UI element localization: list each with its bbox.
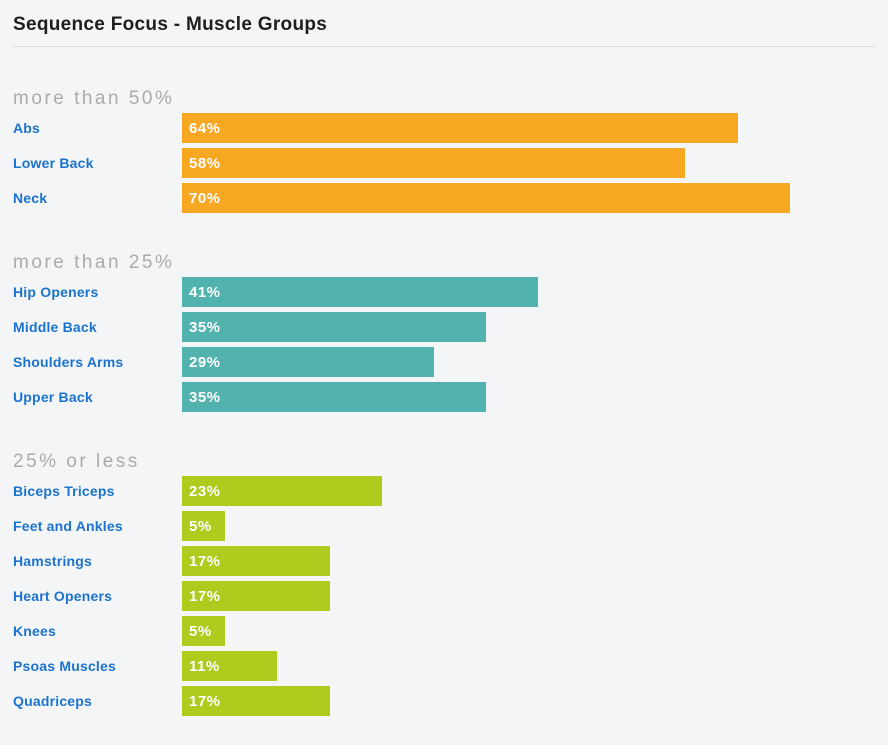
muscle-group-label[interactable]: Abs	[13, 120, 41, 136]
muscle-group-label[interactable]: Neck	[13, 190, 48, 206]
bar: 23%	[182, 476, 382, 506]
bar-row: Shoulders Arms 29%	[13, 347, 875, 377]
bar-track: 11%	[182, 651, 875, 681]
bar: 17%	[182, 546, 330, 576]
bar: 17%	[182, 581, 330, 611]
bar: 5%	[182, 511, 226, 541]
muscle-group-label[interactable]: Psoas Muscles	[13, 658, 116, 674]
bar-value-label: 41%	[189, 283, 221, 301]
bar-track: 17%	[182, 686, 875, 716]
bar: 70%	[182, 183, 790, 213]
bar-group: 25% or less Biceps Triceps 23% Feet and Ank…	[13, 452, 875, 721]
muscle-group-label[interactable]: Knees	[13, 623, 57, 639]
bar-value-label: 11%	[189, 657, 220, 675]
page-title: Sequence Focus - Muscle Groups	[13, 14, 328, 35]
bar: 41%	[182, 277, 538, 307]
bar-value-label: 35%	[189, 388, 221, 406]
muscle-group-label[interactable]: Upper Back	[13, 389, 93, 405]
muscle-group-label[interactable]: Heart Openers	[13, 588, 113, 604]
muscle-group-label[interactable]: Shoulders Arms	[13, 354, 124, 370]
bar-value-label: 29%	[189, 353, 221, 371]
bar-track: 23%	[182, 476, 875, 506]
bar-row: Lower Back 58%	[13, 148, 875, 178]
bar-value-label: 17%	[189, 692, 221, 710]
bar-value-label: 5%	[189, 517, 212, 535]
chart-groups: more than 50% Abs 64% Lower Back 58% Neck 70% m…	[13, 89, 875, 721]
bar: 35%	[182, 312, 486, 342]
bar-row: Hip Openers 41%	[13, 277, 875, 307]
bar-track: 64%	[182, 113, 875, 143]
bar-value-label: 17%	[189, 552, 221, 570]
bar-track: 35%	[182, 312, 875, 342]
bar-row: Middle Back 35%	[13, 312, 875, 342]
bar-track: 17%	[182, 581, 875, 611]
group-header: more than 25%	[13, 253, 175, 273]
bar-track: 41%	[182, 277, 875, 307]
bar-value-label: 35%	[189, 318, 221, 336]
bar: 58%	[182, 148, 686, 178]
title-divider	[13, 46, 875, 47]
bar-group: more than 50% Abs 64% Lower Back 58% Neck 70%	[13, 89, 875, 218]
bar-value-label: 17%	[189, 587, 221, 605]
bar-track: 70%	[182, 183, 875, 213]
bar-row: Feet and Ankles 5%	[13, 511, 875, 541]
bar: 5%	[182, 616, 226, 646]
muscle-group-label[interactable]: Hip Openers	[13, 284, 99, 300]
bar-value-label: 5%	[189, 622, 212, 640]
bar-row: Neck 70%	[13, 183, 875, 213]
bar-row: Knees 5%	[13, 616, 875, 646]
muscle-group-label[interactable]: Lower Back	[13, 155, 94, 171]
bar-row: Heart Openers 17%	[13, 581, 875, 611]
bar-track: 29%	[182, 347, 875, 377]
bar: 35%	[182, 382, 486, 412]
bar-track: 17%	[182, 546, 875, 576]
muscle-group-label[interactable]: Quadriceps	[13, 693, 93, 709]
bar-value-label: 58%	[189, 154, 221, 172]
muscle-group-label[interactable]: Biceps Triceps	[13, 483, 115, 499]
bar-track: 5%	[182, 616, 875, 646]
bar: 17%	[182, 686, 330, 716]
bar-row: Quadriceps 17%	[13, 686, 875, 716]
muscle-group-label[interactable]: Middle Back	[13, 319, 97, 335]
bar: 29%	[182, 347, 434, 377]
bar-track: 58%	[182, 148, 875, 178]
muscle-group-label[interactable]: Hamstrings	[13, 553, 93, 569]
bar-value-label: 23%	[189, 482, 221, 500]
bar: 11%	[182, 651, 278, 681]
muscle-group-label[interactable]: Feet and Ankles	[13, 518, 123, 534]
bar-track: 35%	[182, 382, 875, 412]
bar-group: more than 25% Hip Openers 41% Middle Back 35…	[13, 253, 875, 417]
bar-row: Psoas Muscles 11%	[13, 651, 875, 681]
bar-value-label: 70%	[189, 189, 221, 207]
bar-track: 5%	[182, 511, 875, 541]
group-header: 25% or less	[13, 452, 140, 472]
bar-row: Biceps Triceps 23%	[13, 476, 875, 506]
bar-row: Hamstrings 17%	[13, 546, 875, 576]
bar-row: Upper Back 35%	[13, 382, 875, 412]
group-header: more than 50%	[13, 89, 175, 109]
bar-row: Abs 64%	[13, 113, 875, 143]
bar: 64%	[182, 113, 738, 143]
bar-value-label: 64%	[189, 119, 221, 137]
